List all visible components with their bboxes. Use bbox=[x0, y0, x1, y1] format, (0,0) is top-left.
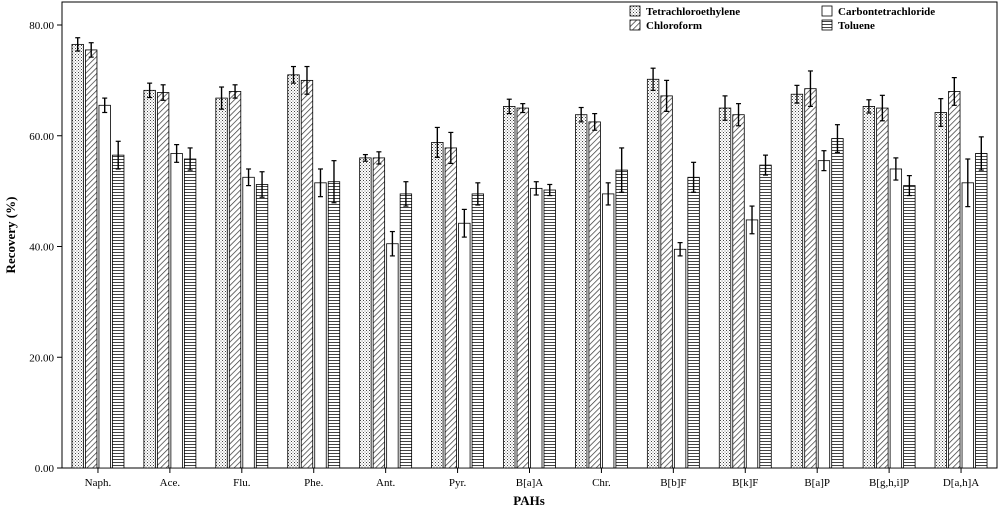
bars-group bbox=[71, 37, 988, 469]
bar-toluene-4 bbox=[399, 193, 413, 469]
bar-chloroform-0 bbox=[85, 49, 98, 469]
x-tick-label: Ace. bbox=[160, 477, 181, 489]
y-tick-label: 40.00 bbox=[29, 242, 54, 254]
y-tick-label: 80.00 bbox=[29, 20, 54, 32]
bar-chloroform-2 bbox=[228, 91, 242, 469]
bar-chloroform-7 bbox=[588, 121, 601, 469]
bar-carbontetrachloride-9 bbox=[745, 219, 759, 469]
bar-toluene-9 bbox=[759, 164, 772, 469]
bar-toluene-7 bbox=[615, 169, 628, 469]
bar-tetrachloroethylene-4 bbox=[359, 157, 372, 469]
x-tick-label: Ant. bbox=[376, 477, 396, 489]
bar-tetrachloroethylene-7 bbox=[575, 114, 588, 469]
bar-carbontetrachloride-1 bbox=[170, 153, 183, 469]
bar-toluene-1 bbox=[183, 158, 197, 469]
legend: Tetrachloroethylene Chloroform Carbontetra… bbox=[629, 5, 935, 32]
bar-chloroform-9 bbox=[732, 114, 745, 469]
bar-toluene-11 bbox=[903, 185, 916, 469]
bar-toluene-5 bbox=[471, 193, 484, 469]
legend-label: Tetrachloroethylene bbox=[646, 6, 740, 18]
bar-toluene-2 bbox=[255, 184, 269, 469]
bar-tetrachloroethylene-1 bbox=[143, 89, 156, 469]
bar-chloroform-3 bbox=[300, 79, 314, 469]
legend-label: Toluene bbox=[838, 20, 875, 32]
bar-chloroform-12 bbox=[948, 91, 961, 469]
bar-chloroform-10 bbox=[804, 88, 817, 469]
x-tick-label: Phe. bbox=[304, 477, 324, 489]
y-tick-label: 0.00 bbox=[35, 463, 55, 475]
bar-chloroform-11 bbox=[876, 107, 889, 469]
y-axis: 0.00 20.00 40.00 60.00 80.00 bbox=[29, 20, 62, 475]
bar-carbontetrachloride-10 bbox=[817, 160, 831, 469]
bar-tetrachloroethylene-0 bbox=[71, 43, 84, 469]
y-axis-title: Recovery (%) bbox=[3, 197, 18, 274]
x-tick-label: Chr. bbox=[592, 477, 611, 489]
bar-carbontetrachloride-5 bbox=[458, 222, 471, 469]
legend-swatch-tetrachloroethylene bbox=[629, 5, 641, 17]
bar-chloroform-5 bbox=[444, 147, 457, 469]
bar-tetrachloroethylene-10 bbox=[790, 93, 804, 469]
bar-toluene-12 bbox=[975, 153, 988, 469]
x-tick-label: D[a,h]A bbox=[943, 477, 979, 489]
bar-toluene-10 bbox=[831, 138, 844, 469]
bar-tetrachloroethylene-8 bbox=[646, 78, 660, 469]
legend-label: Chloroform bbox=[646, 20, 702, 32]
x-tick-label: Flu. bbox=[233, 477, 251, 489]
bar-toluene-8 bbox=[687, 176, 700, 469]
bar-tetrachloroethylene-2 bbox=[215, 97, 228, 469]
x-tick-label: B[g,h,i]P bbox=[869, 477, 909, 489]
legend-swatch-carbontetrachloride bbox=[821, 5, 833, 17]
bar-carbontetrachloride-3 bbox=[314, 182, 327, 469]
bar-carbontetrachloride-8 bbox=[673, 248, 687, 469]
legend-label: Carbontetrachloride bbox=[838, 6, 935, 18]
x-axis: Naph. Ace. Flu. Phe. Ant. Pyr. B[a]A Chr. B[b]F B… bbox=[85, 468, 979, 489]
y-tick-label: 60.00 bbox=[29, 131, 54, 143]
x-tick-label: B[k]F bbox=[732, 477, 758, 489]
bar-chloroform-8 bbox=[660, 95, 673, 469]
bar-chloroform-6 bbox=[516, 107, 529, 469]
x-tick-label: B[b]F bbox=[660, 477, 686, 489]
bar-tetrachloroethylene-9 bbox=[718, 107, 732, 469]
bar-toluene-3 bbox=[327, 181, 341, 469]
bar-tetrachloroethylene-6 bbox=[503, 106, 516, 469]
bar-carbontetrachloride-7 bbox=[602, 193, 615, 469]
plot-frame bbox=[61, 1, 998, 469]
x-axis-title: PAHs bbox=[513, 493, 545, 508]
bar-chloroform-4 bbox=[372, 157, 386, 469]
legend-swatch-chloroform bbox=[629, 19, 641, 31]
bar-chloroform-1 bbox=[156, 92, 170, 469]
bar-carbontetrachloride-11 bbox=[889, 168, 903, 469]
bar-toluene-6 bbox=[543, 189, 556, 469]
legend-swatch-toluene bbox=[821, 19, 833, 31]
bar-tetrachloroethylene-3 bbox=[287, 74, 300, 469]
bar-toluene-0 bbox=[112, 154, 125, 469]
bar-carbontetrachloride-4 bbox=[386, 243, 399, 469]
bar-carbontetrachloride-6 bbox=[530, 187, 543, 469]
x-tick-label: Pyr. bbox=[449, 477, 467, 489]
bar-tetrachloroethylene-12 bbox=[934, 112, 947, 469]
bar-tetrachloroethylene-11 bbox=[862, 106, 876, 469]
bar-carbontetrachloride-12 bbox=[961, 182, 974, 469]
y-tick-label: 20.00 bbox=[29, 352, 54, 364]
bar-carbontetrachloride-2 bbox=[242, 176, 255, 469]
x-tick-label: B[a]A bbox=[516, 477, 544, 489]
x-tick-label: Naph. bbox=[85, 477, 112, 489]
bar-tetrachloroethylene-5 bbox=[431, 141, 444, 469]
bar-carbontetrachloride-0 bbox=[98, 104, 111, 469]
x-tick-label: B[a]P bbox=[804, 477, 830, 489]
